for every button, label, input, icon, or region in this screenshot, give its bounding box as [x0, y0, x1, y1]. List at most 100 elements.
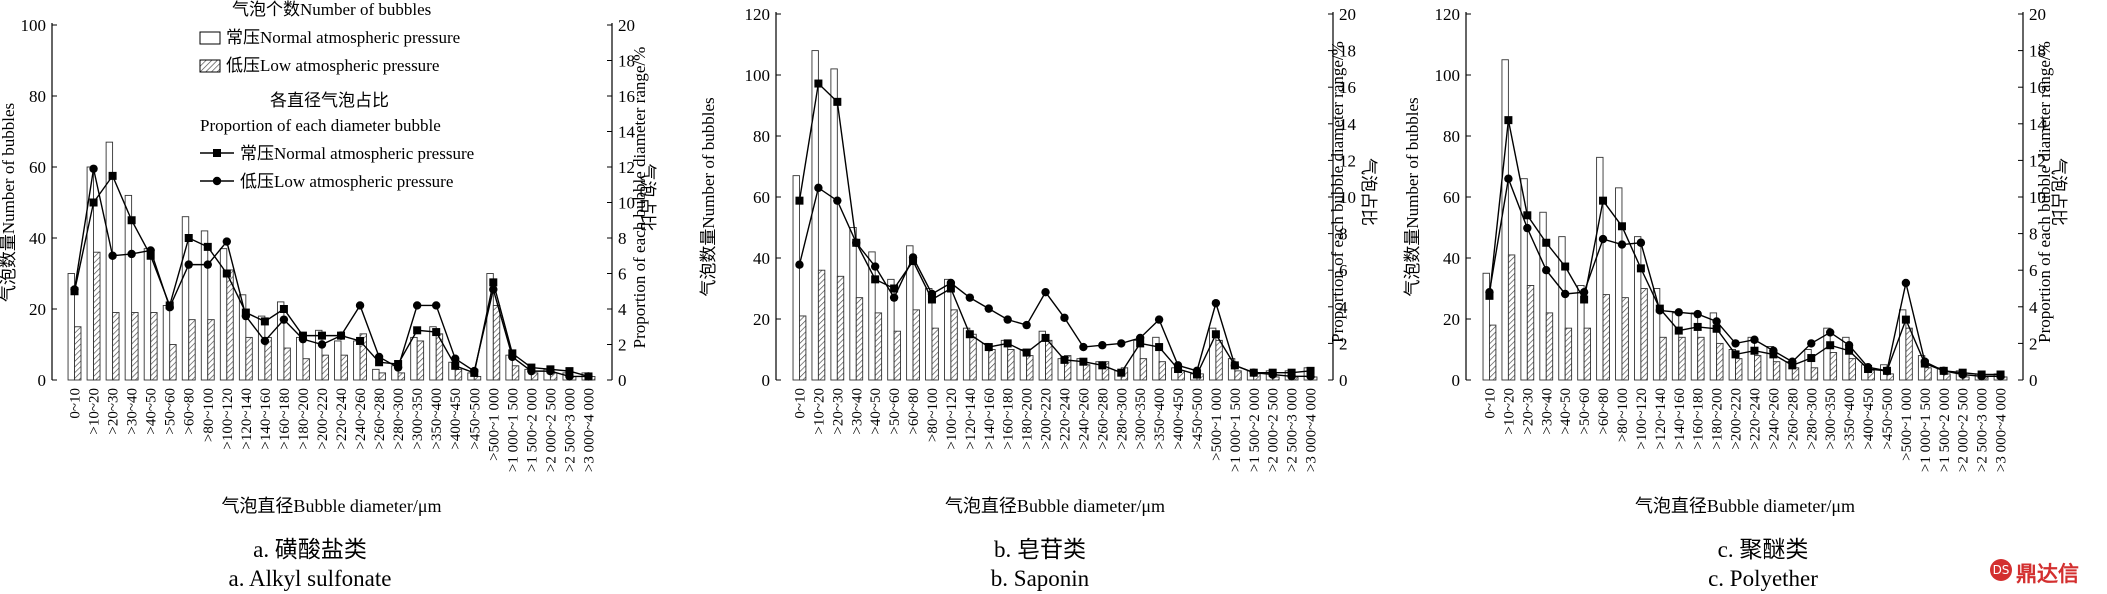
marker-normal: [1807, 354, 1816, 363]
marker-low: [584, 372, 593, 381]
marker-low: [355, 301, 365, 310]
marker-low: [1135, 333, 1145, 343]
left-tick-label: 120: [1435, 5, 1461, 24]
right-tick-label: 16: [1339, 78, 1356, 97]
bar-low: [1139, 358, 1148, 381]
marker-low: [1249, 368, 1258, 377]
marker-low: [1636, 238, 1646, 247]
x-tick-label: >50~60: [887, 388, 903, 435]
marker-low: [833, 196, 842, 205]
x-tick-label: >140~160: [258, 388, 274, 450]
bar-normal: [334, 340, 342, 381]
bar-low: [207, 319, 215, 381]
bar-low: [188, 319, 196, 381]
marker-normal: [356, 336, 365, 345]
marker-low: [1655, 306, 1665, 315]
legend-title-proportion-en: Proportion of each diameter bubble: [200, 116, 441, 135]
marker-low: [1542, 266, 1551, 275]
x-tick-label: >60~80: [906, 388, 922, 435]
x-axis-label: 气泡直径Bubble diameter/μm: [221, 496, 441, 516]
left-tick-label: 60: [29, 158, 46, 177]
x-tick-label: >200~220: [315, 388, 331, 450]
marker-normal: [1117, 368, 1126, 377]
bar-low: [150, 312, 158, 381]
marker-normal: [89, 198, 98, 207]
marker-low: [1920, 357, 1930, 366]
x-tick-label: >160~180: [1001, 388, 1017, 450]
bar-normal: [276, 301, 285, 381]
marker-normal: [1060, 355, 1069, 364]
x-tick-label: >350~400: [429, 388, 445, 450]
marker-low: [165, 303, 174, 312]
legend-swatch-low-bar: [199, 59, 221, 73]
line-normal: [798, 82, 1311, 376]
left-tick-label: 0: [762, 371, 771, 390]
bar-low: [1545, 312, 1554, 381]
bar-low: [1640, 288, 1648, 381]
marker-normal: [203, 242, 212, 251]
marker-low: [1022, 320, 1031, 330]
marker-low: [1211, 298, 1221, 308]
marker-normal: [1306, 366, 1315, 375]
right-tick-label: 4: [618, 300, 627, 319]
bar-low: [1007, 349, 1015, 381]
bar-low: [1791, 367, 1800, 381]
bar-low: [359, 333, 367, 381]
line-low: [73, 168, 589, 378]
left-tick-label: 80: [753, 127, 770, 146]
x-tick-label: >30~40: [125, 388, 141, 435]
right-tick-label: 6: [618, 265, 627, 284]
marker-low: [1173, 361, 1183, 370]
bar-low: [836, 275, 845, 381]
bar-normal: [1520, 178, 1528, 381]
right-tick-label: 0: [1339, 371, 1348, 390]
bar-normal: [238, 294, 247, 381]
x-tick-label: >260~280: [1785, 388, 1801, 450]
bar-low: [969, 333, 977, 381]
marker-low: [1579, 287, 1589, 297]
marker-low: [241, 311, 251, 321]
marker-normal: [1098, 361, 1107, 370]
bar-low: [893, 330, 901, 381]
x-tick-label: >2 000~2 500: [1956, 388, 1972, 472]
bar-normal: [830, 68, 838, 381]
x-tick-label: 0~10: [1482, 388, 1498, 419]
bar-low: [454, 368, 463, 381]
marker-low: [1041, 287, 1050, 297]
publisher-logo: DS 鼎达信: [1990, 556, 2100, 586]
x-tick-label: >1 500~2 000: [1937, 388, 1953, 472]
x-tick-label: >20~30: [106, 388, 122, 435]
right-tick-label: 14: [618, 123, 636, 142]
x-tick-label: >400~450: [448, 388, 464, 450]
bar-low: [931, 327, 939, 381]
marker-normal: [1617, 222, 1626, 231]
bar-low: [1716, 342, 1724, 381]
marker-normal: [1750, 346, 1759, 355]
bar-low: [1659, 336, 1667, 381]
marker-low: [814, 183, 823, 193]
x-tick-label: >220~240: [334, 388, 350, 450]
y-axis-label-left: 气泡数量Number of bubbles: [699, 97, 718, 296]
bar-low: [1697, 336, 1705, 381]
marker-low: [317, 340, 327, 349]
bar-normal: [887, 278, 895, 381]
marker-low: [374, 352, 384, 362]
x-tick-label: >1 000~1 500: [505, 388, 521, 472]
x-tick-label: >400~450: [1171, 388, 1187, 450]
marker-normal: [1211, 330, 1220, 339]
bar-low: [74, 326, 82, 381]
right-tick-label: 18: [618, 52, 635, 71]
marker-low: [889, 293, 899, 302]
x-tick-label: >180~200: [296, 388, 312, 450]
x-tick-label: >50~60: [1577, 388, 1593, 435]
bar-normal: [1152, 336, 1160, 381]
marker-low: [412, 301, 422, 310]
marker-normal: [1674, 326, 1683, 335]
marker-low: [1977, 372, 1986, 381]
x-tick-label: >1 500~2 000: [1247, 388, 1263, 472]
marker-normal: [1826, 341, 1835, 350]
bar-low: [1754, 355, 1762, 381]
left-tick-label: 0: [38, 371, 47, 390]
left-tick-label: 80: [29, 87, 46, 106]
marker-low: [489, 285, 498, 294]
